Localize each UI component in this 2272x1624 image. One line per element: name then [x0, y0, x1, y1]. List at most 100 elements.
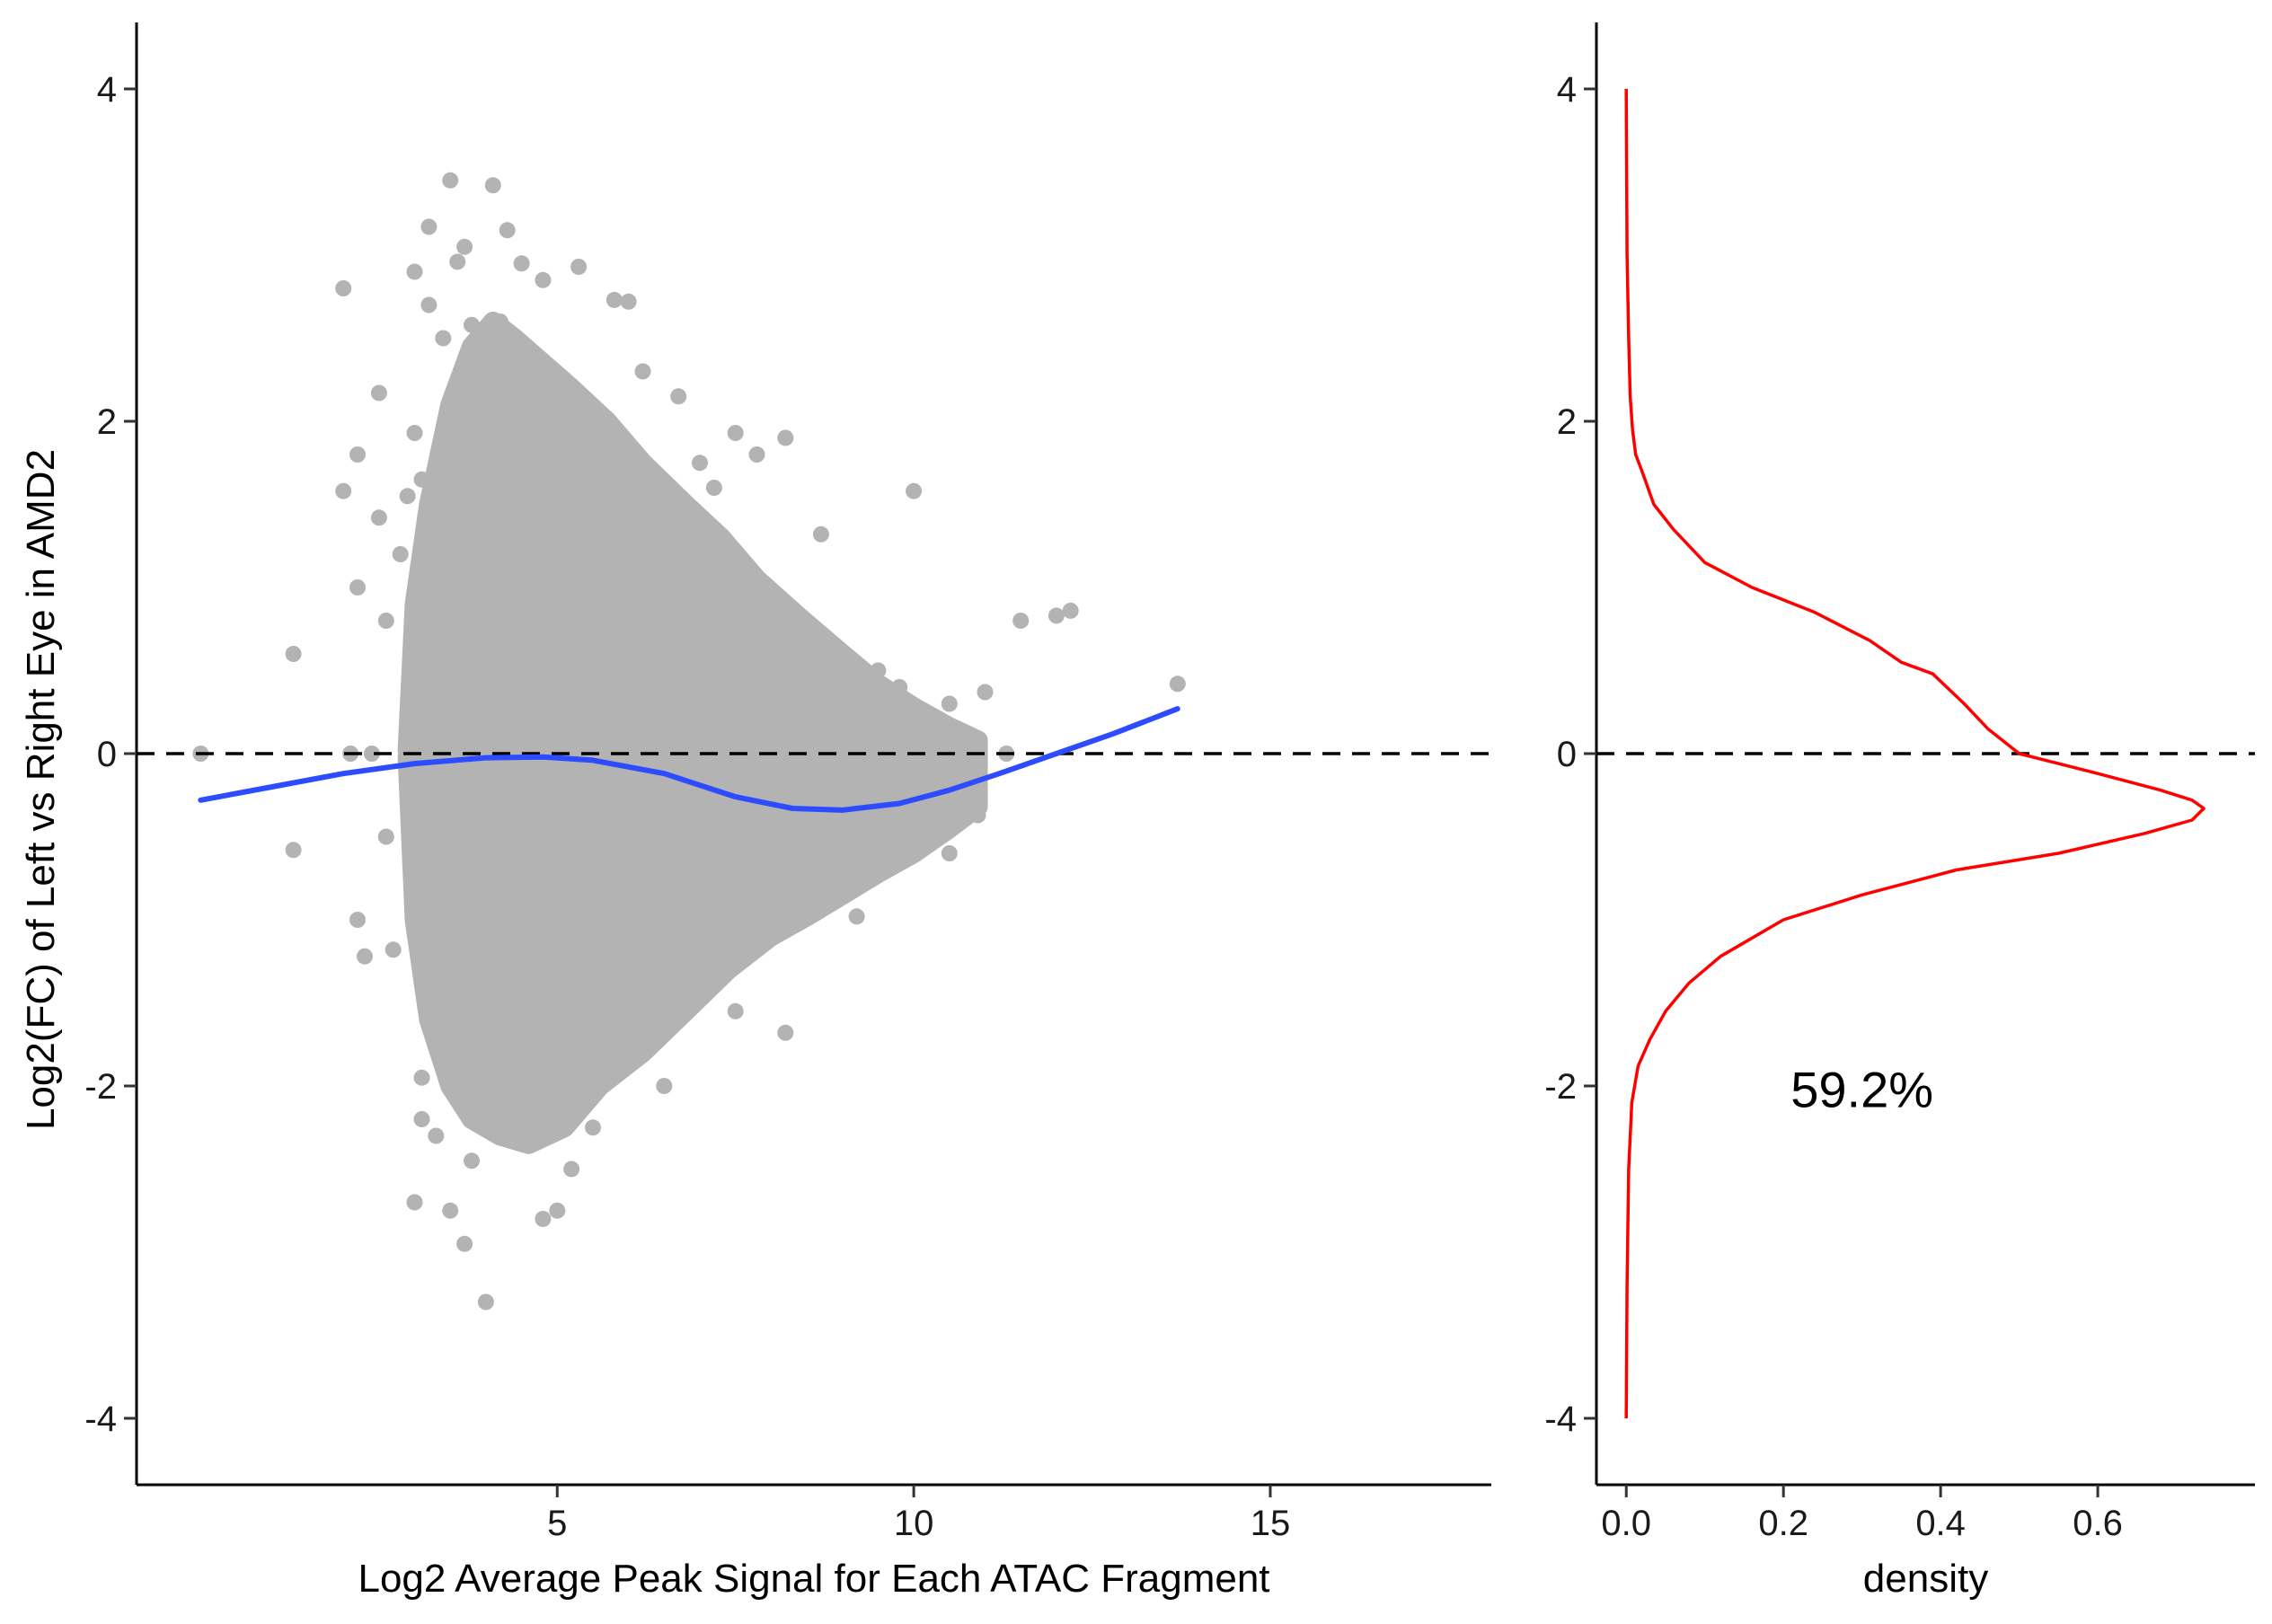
x-tick-label: 5: [547, 1504, 567, 1543]
y-tick-label: -4: [1544, 1399, 1577, 1439]
scatter-point: [777, 1024, 794, 1041]
scatter-point: [477, 1293, 494, 1311]
density-panel: 0.0 0.2 0.4 0.6 -4 -2 0 2 4 density 59.2%: [1544, 22, 2255, 1601]
scatter-point: [535, 271, 552, 288]
x-tick-label: 0.2: [1758, 1504, 1808, 1543]
scatter-point: [456, 1235, 473, 1252]
scatter-point: [385, 941, 402, 958]
y-axis-ticks: -4 -2 0 2 4: [1544, 70, 1596, 1439]
scatter-point: [377, 828, 394, 845]
scatter-point: [357, 948, 373, 965]
scatter-point: [763, 654, 780, 671]
scatter-point: [748, 446, 765, 463]
scatter-point: [891, 679, 908, 695]
percentage-annotation: 59.2%: [1790, 1062, 1933, 1118]
x-axis-title: Log2 Average Peak Signal for Each ATAC F…: [358, 1557, 1269, 1601]
scatter-point: [634, 363, 651, 380]
scatter-point: [1012, 613, 1030, 629]
scatter-point: [670, 388, 687, 405]
scatter-point: [870, 662, 887, 679]
x-axis-ticks: 5 10 15: [547, 1485, 1290, 1543]
scatter-point: [464, 316, 480, 333]
y-tick-label: -2: [1544, 1067, 1577, 1107]
trend-line: [198, 706, 1180, 813]
scatter-point: [812, 525, 829, 543]
scatter-point: [456, 238, 473, 255]
scatter-point: [442, 172, 459, 189]
scatter-point: [513, 1045, 530, 1061]
scatter-point: [406, 425, 423, 441]
scatter-point: [620, 579, 637, 596]
scatter-point: [941, 845, 958, 861]
scatter-point: [370, 509, 387, 526]
scatter-point: [420, 296, 438, 313]
scatter-point: [606, 291, 623, 308]
scatter-point: [285, 646, 302, 662]
x-tick-label: 0.0: [1601, 1504, 1651, 1543]
scatter-point: [335, 482, 352, 499]
y-tick-label: 4: [1557, 70, 1577, 110]
y-tick-label: -4: [84, 1399, 117, 1439]
scatter-points: [192, 172, 1186, 1311]
scatter-point: [848, 908, 865, 925]
scatter-point: [477, 496, 494, 513]
point-cloud-lower: [397, 744, 988, 1154]
scatter-point: [285, 842, 302, 859]
scatter-point: [692, 455, 708, 472]
scatter-point: [442, 1202, 459, 1219]
y-tick-label: 4: [97, 70, 117, 110]
y-tick-label: 2: [1557, 402, 1577, 442]
scatter-point: [1169, 675, 1186, 693]
scatter-point: [392, 546, 409, 562]
x-tick-label: 15: [1251, 1504, 1291, 1543]
scatter-point: [898, 828, 915, 845]
scatter-point: [449, 253, 466, 270]
y-axis-ticks: -4 -2 0 2 4: [84, 70, 137, 1439]
scatter-point: [413, 1111, 430, 1127]
scatter-point: [549, 1202, 566, 1219]
x-tick-label: 0.4: [1915, 1504, 1966, 1543]
scatter-point: [705, 480, 722, 496]
scatter-point: [413, 1069, 430, 1086]
scatter-point: [406, 263, 423, 280]
scatter-point: [363, 746, 380, 762]
scatter-point: [484, 177, 501, 194]
scatter-point: [420, 218, 438, 235]
scatter-point: [1048, 607, 1065, 624]
scatter-point: [349, 579, 366, 596]
scatter-point: [335, 280, 352, 296]
scatter-point: [692, 912, 708, 928]
scatter-point: [777, 429, 794, 446]
scatter-point: [620, 945, 637, 961]
scatter-point: [491, 313, 508, 330]
scatter-point: [727, 1002, 744, 1019]
x-tick-label: 0.6: [2073, 1504, 2123, 1543]
scatter-point: [941, 695, 958, 712]
scatter-point: [399, 488, 416, 505]
scatter-point: [406, 1194, 423, 1211]
scatter-point: [969, 807, 986, 824]
scatter-point: [656, 1078, 673, 1094]
scatter-point: [377, 613, 394, 629]
scatter-point: [1062, 602, 1079, 619]
scatter-point: [413, 471, 430, 488]
scatter-point: [428, 1127, 445, 1144]
scatter-point: [370, 384, 387, 402]
scatter-point: [977, 684, 994, 701]
scatter-point: [585, 1119, 601, 1136]
y-tick-label: 0: [1557, 735, 1577, 774]
scatter-point: [549, 994, 566, 1011]
y-tick-label: 2: [97, 402, 117, 442]
y-axis-title: Log2(FC) of Left vs Right Eye in AMD2: [19, 449, 63, 1130]
scatter-point: [464, 1152, 480, 1169]
y-tick-label: 0: [97, 735, 117, 774]
scatter-panel: 5 10 15 -4 -2 0 2 4 Log2 Average Peak Signal f…: [19, 22, 1491, 1601]
scatter-point: [513, 255, 530, 272]
point-cloud: [397, 312, 988, 1154]
scatter-point: [906, 482, 923, 499]
scatter-point: [727, 425, 744, 441]
y-tick-label: -2: [84, 1067, 117, 1107]
scatter-point: [435, 330, 452, 347]
density-curve: [1624, 88, 2206, 1419]
